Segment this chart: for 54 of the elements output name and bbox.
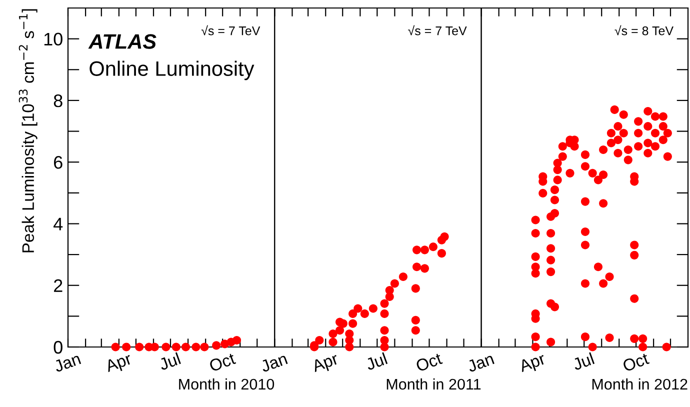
annotation: Online Luminosity <box>90 60 254 80</box>
point <box>437 249 446 258</box>
point <box>328 329 338 338</box>
x-axis-title: Month in 2011 <box>386 378 481 390</box>
x-tick-label: Jan <box>260 352 288 372</box>
y-tick-label: 10 <box>44 32 62 46</box>
point <box>368 304 378 313</box>
point <box>348 309 358 318</box>
y-axis-title: Peak Luminosity [10$^{33}$ cm$^{−2}$ s$^{−1}$] <box>18 9 38 252</box>
x-axis-title: Month in 2012 <box>592 378 688 390</box>
x-tick-label: Jul <box>364 352 388 371</box>
point <box>338 319 348 328</box>
point <box>398 272 408 282</box>
x-tick-label: Jan <box>53 352 82 372</box>
point <box>412 246 422 254</box>
annotation: ATLAS <box>88 34 156 49</box>
y-tick-label: 4 <box>54 218 63 230</box>
point <box>411 326 420 335</box>
point <box>354 304 362 313</box>
point <box>420 246 429 254</box>
point <box>380 326 389 335</box>
point <box>440 232 449 241</box>
annotation: √s = 8 TeV <box>614 25 674 36</box>
x-tick-label: Oct <box>415 352 443 372</box>
y-tick-label: 0 <box>54 340 62 354</box>
point <box>380 299 389 308</box>
point <box>315 336 324 344</box>
point <box>360 309 369 318</box>
point <box>411 316 420 324</box>
x-tick-label: Oct <box>622 352 650 372</box>
point <box>336 326 344 335</box>
x-tick-label: Jul <box>158 352 181 371</box>
point <box>420 264 429 273</box>
point <box>412 262 422 272</box>
x-tick-label: Apr <box>104 352 134 376</box>
y-tick-label: 8 <box>54 94 62 108</box>
x-tick-label: Apr <box>311 352 340 376</box>
point <box>411 284 420 293</box>
y-tick-label: 2 <box>54 279 62 292</box>
x-tick-label: Jul <box>572 352 595 371</box>
x-tick-label: Jan <box>466 352 494 372</box>
point <box>348 319 358 328</box>
point <box>385 286 394 295</box>
point <box>380 336 389 344</box>
point <box>390 279 399 288</box>
x-tick-label: Oct <box>208 352 236 372</box>
point <box>328 338 338 346</box>
annotation: √s = 7 TeV <box>201 25 260 36</box>
x-tick-label: Apr <box>518 352 548 376</box>
point <box>380 309 389 318</box>
point <box>428 242 438 252</box>
annotation: √s = 7 TeV <box>408 25 467 36</box>
x-axis-title: Month in 2010 <box>179 378 274 390</box>
y-tick-label: 6 <box>54 156 62 169</box>
